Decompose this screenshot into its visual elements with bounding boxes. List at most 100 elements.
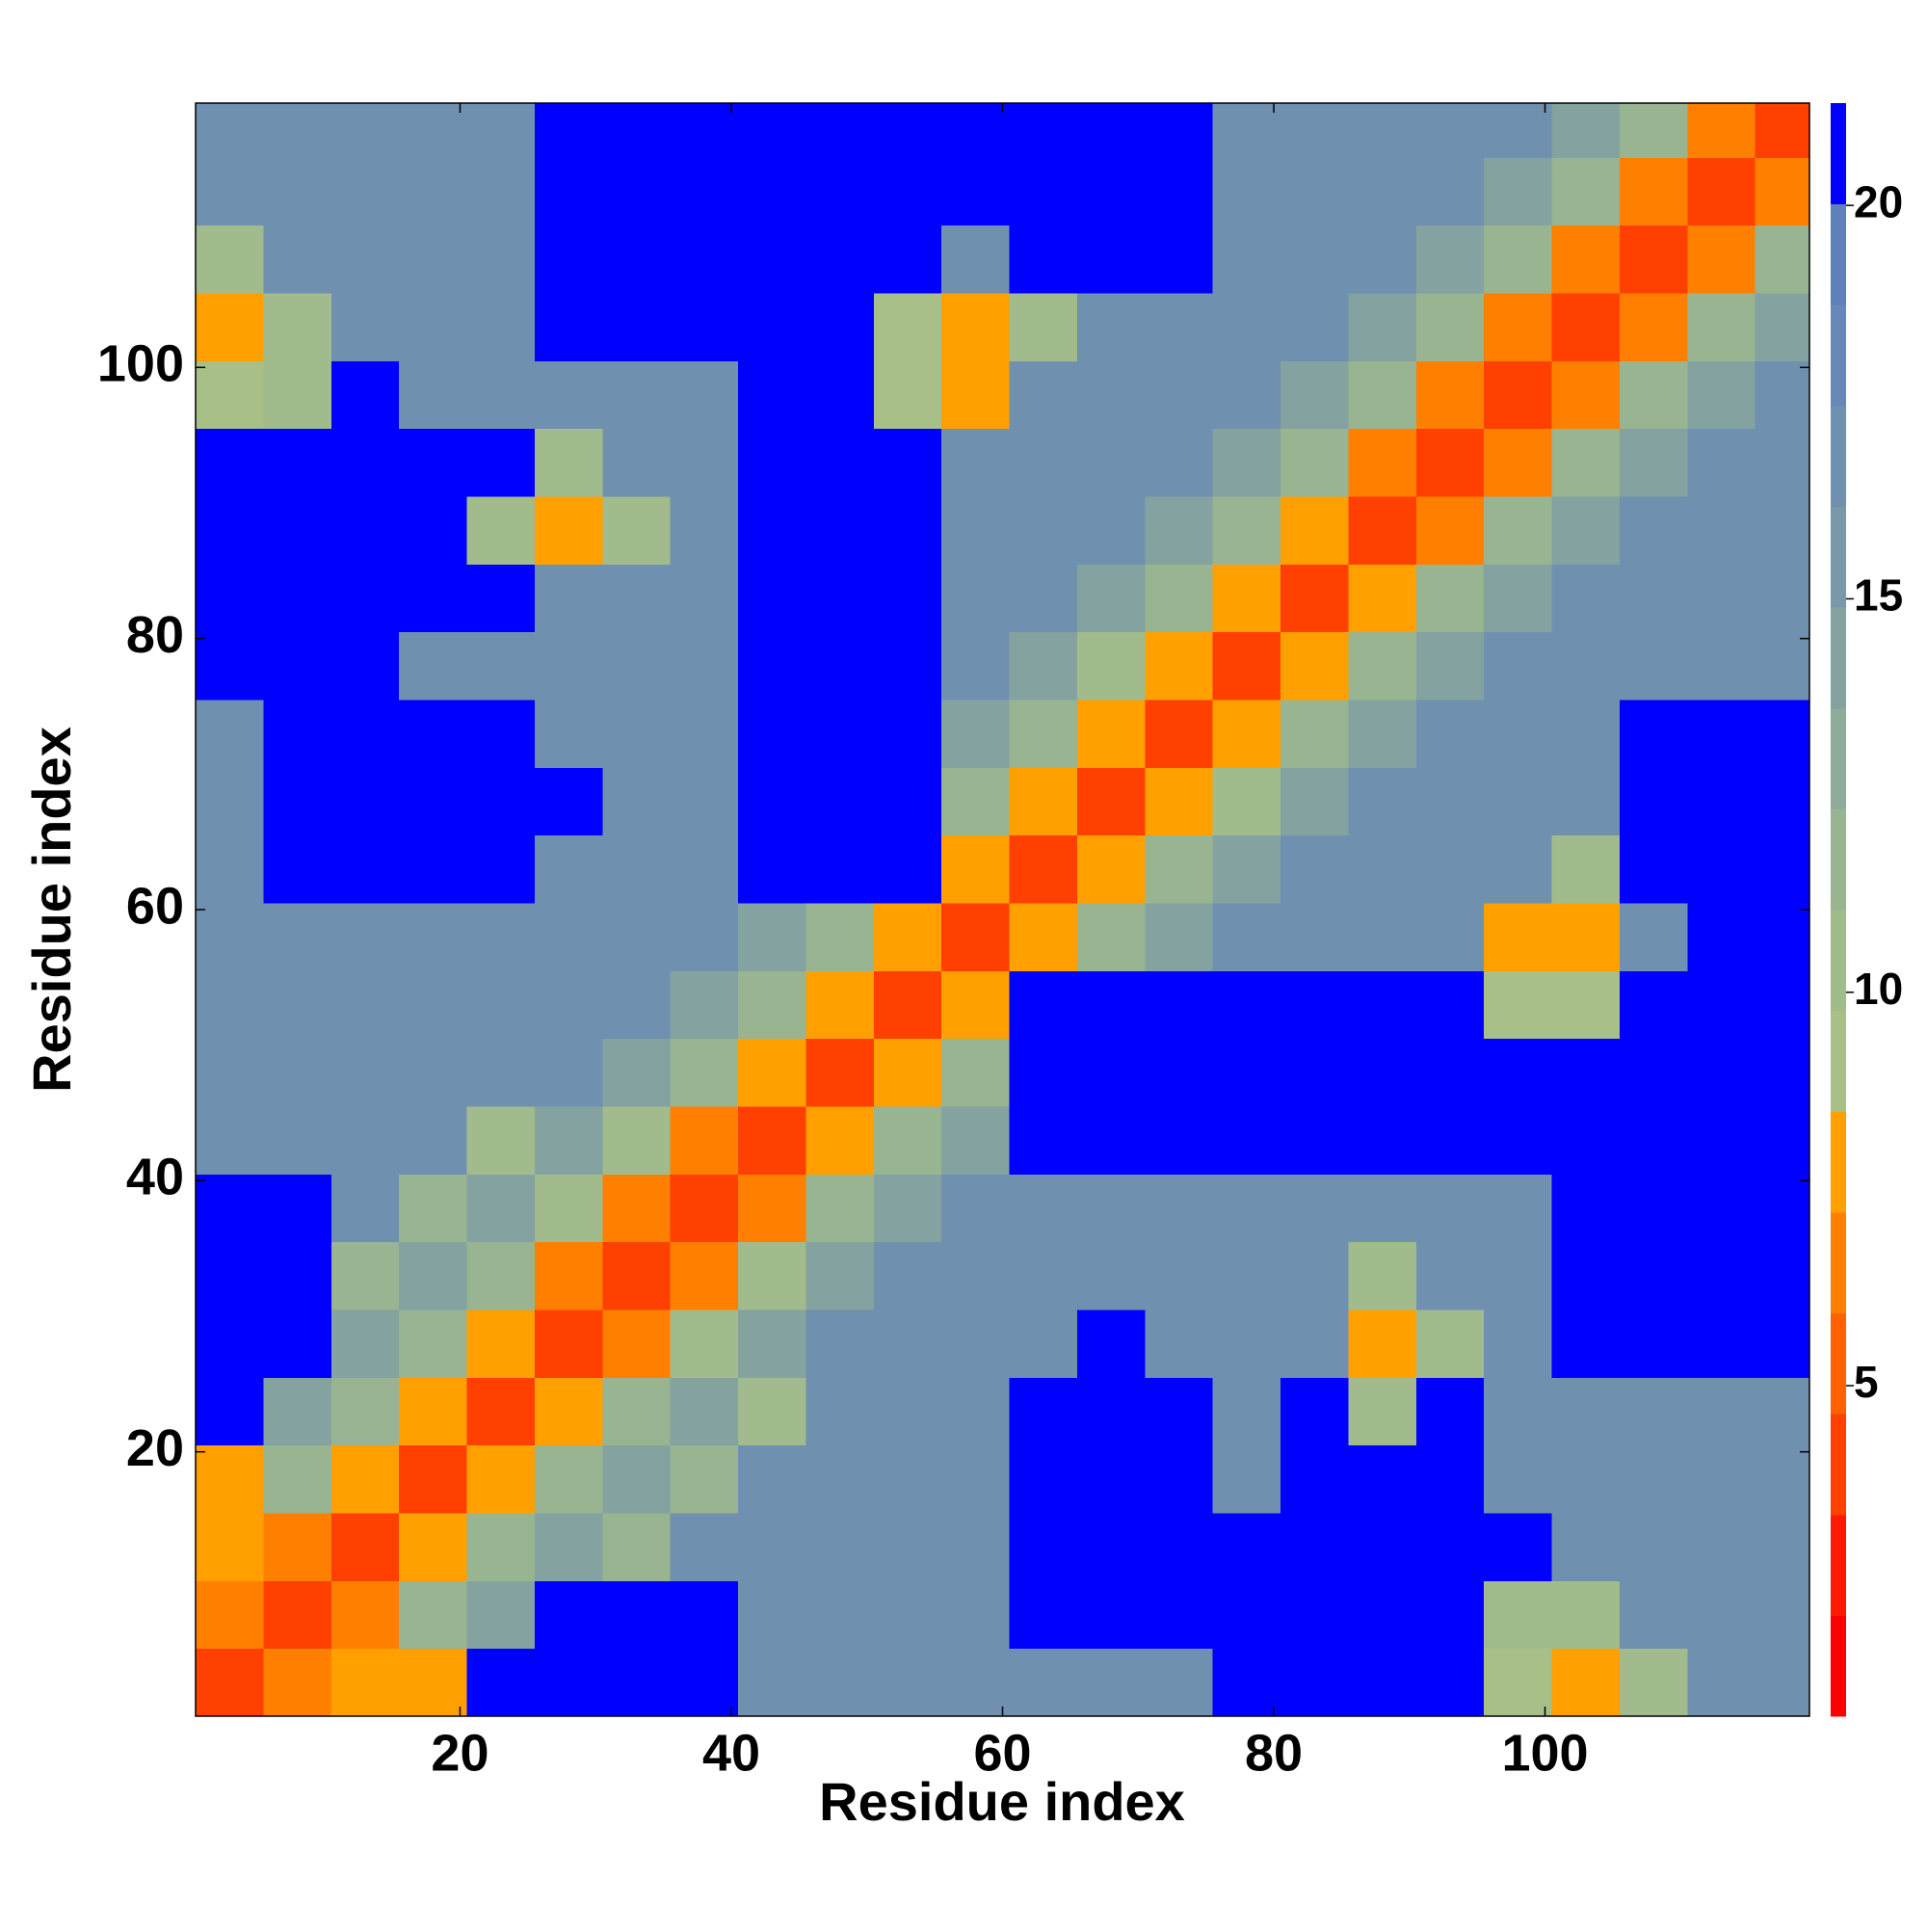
heatmap-cell (1212, 1241, 1281, 1310)
heatmap-cell (805, 564, 875, 633)
heatmap-cell (330, 1174, 400, 1243)
heatmap-cell (1755, 631, 1810, 701)
heatmap-cell (1212, 1580, 1281, 1650)
heatmap-cell (1484, 157, 1553, 226)
heatmap-cell (330, 360, 400, 430)
heatmap-cell (805, 1377, 875, 1446)
heatmap-cell (399, 631, 468, 701)
heatmap-cell (1076, 157, 1146, 226)
heatmap-cell (805, 495, 875, 565)
heatmap-cell (738, 225, 806, 294)
heatmap-cell (399, 1105, 468, 1175)
heatmap-cell (1687, 103, 1756, 158)
heatmap-cell (602, 360, 672, 430)
heatmap-cell (941, 1309, 1011, 1378)
heatmap-cell (1009, 103, 1078, 158)
colorbar-tick-label: 15 (1854, 570, 1903, 621)
heatmap-cell (399, 767, 468, 836)
heatmap-cell (330, 103, 400, 158)
heatmap-cell (1076, 1512, 1146, 1581)
heatmap-cell (1415, 1174, 1485, 1243)
heatmap-cell (941, 834, 1011, 904)
heatmap-cell (670, 1580, 739, 1650)
heatmap-cell (466, 767, 536, 836)
heatmap-cell (1484, 1241, 1553, 1310)
heatmap-cell (738, 767, 806, 836)
heatmap-cell (196, 1105, 264, 1175)
colorbar-segment (1831, 707, 1846, 809)
heatmap-cell (805, 428, 875, 497)
heatmap-cell (330, 564, 400, 633)
heatmap-cell (1415, 834, 1485, 904)
heatmap-cell (1280, 1377, 1349, 1446)
heatmap-cell (1415, 767, 1485, 836)
heatmap-cell (263, 103, 332, 158)
heatmap-cell (670, 1648, 739, 1717)
heatmap-cell (602, 1512, 672, 1581)
heatmap-cell (738, 1309, 806, 1378)
heatmap-cell (466, 428, 536, 497)
colorbar-tick-label: 5 (1854, 1357, 1879, 1407)
heatmap-cell (1076, 1580, 1146, 1650)
heatmap-cell (1009, 1038, 1078, 1107)
heatmap-cell (1415, 1648, 1485, 1717)
heatmap-cell (399, 495, 468, 565)
heatmap-cell (941, 1377, 1011, 1446)
heatmap-cell (1755, 1512, 1810, 1581)
heatmap-cell (399, 428, 468, 497)
heatmap-cell (1619, 428, 1688, 497)
heatmap-cell (1145, 767, 1214, 836)
heatmap-cell (534, 902, 603, 971)
heatmap-cell (1551, 834, 1621, 904)
heatmap-cell (1280, 834, 1349, 904)
heatmap-cell (330, 157, 400, 226)
heatmap-cell (1551, 428, 1621, 497)
heatmap-cell (873, 292, 942, 361)
colorbar-segment (1831, 607, 1846, 709)
heatmap-cell (1687, 1648, 1756, 1717)
heatmap-cell (1009, 1512, 1078, 1581)
heatmap-cell (1687, 292, 1756, 361)
heatmap-cell (1212, 1174, 1281, 1243)
heatmap-cell (330, 1241, 400, 1310)
heatmap-cell (602, 767, 672, 836)
heatmap-cell (1619, 834, 1688, 904)
heatmap-cell (1280, 1444, 1349, 1514)
heatmap-cell (1755, 103, 1810, 158)
heatmap-cell (805, 1174, 875, 1243)
heatmap-cell (466, 292, 536, 361)
colorbar-tick-label: 10 (1854, 964, 1903, 1014)
heatmap-cell (1212, 103, 1281, 158)
heatmap-cell (1484, 902, 1553, 971)
heatmap-cell (670, 902, 739, 971)
heatmap-cell (534, 292, 603, 361)
heatmap-cell (534, 1444, 603, 1514)
heatmap-cell (1145, 225, 1214, 294)
heatmap-cell (196, 495, 264, 565)
heatmap-cell (1348, 1512, 1417, 1581)
heatmap-cell (1551, 495, 1621, 565)
heatmap-cell (1212, 699, 1281, 768)
heatmap-cell (738, 902, 806, 971)
heatmap-cell (1348, 631, 1417, 701)
heatmap-cell (1415, 1444, 1485, 1514)
heatmap-cell (1212, 1309, 1281, 1378)
heatmap-cell (738, 1512, 806, 1581)
heatmap-cell (941, 292, 1011, 361)
heatmap-cell (1348, 1038, 1417, 1107)
heatmap-cell (805, 767, 875, 836)
heatmap-cell (602, 495, 672, 565)
heatmap-cell (941, 970, 1011, 1040)
heatmap-cell (399, 1444, 468, 1514)
heatmap-cell (534, 103, 603, 158)
heatmap-cell (1212, 360, 1281, 430)
heatmap-cell (466, 1105, 536, 1175)
heatmap-cell (670, 1512, 739, 1581)
heatmap-cell (534, 360, 603, 430)
x-axis-title: Residue index (819, 1771, 1185, 1832)
heatmap-cell (1687, 225, 1756, 294)
heatmap-cell (1280, 1241, 1349, 1310)
heatmap-cell (1348, 1580, 1417, 1650)
heatmap-cell (1212, 1444, 1281, 1514)
